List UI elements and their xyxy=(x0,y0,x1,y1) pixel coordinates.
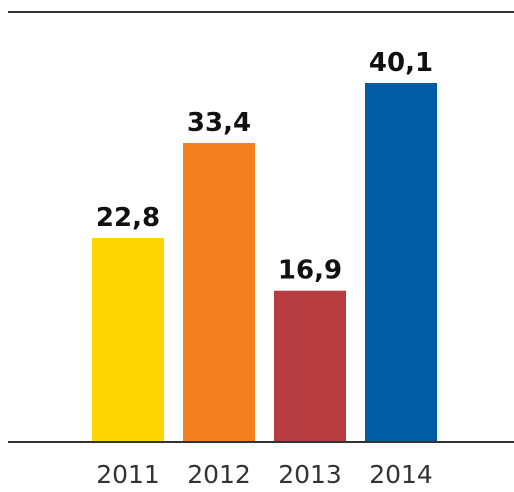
value-label-2011: 22,8 xyxy=(96,203,160,233)
bar-2013 xyxy=(274,290,346,442)
bars-group xyxy=(92,83,437,442)
value-label-2014: 40,1 xyxy=(369,48,433,78)
bar-2012 xyxy=(183,142,255,442)
value-labels-group: 22,8 33,4 16,9 40,1 xyxy=(96,48,433,286)
x-tick-label-2014: 2014 xyxy=(369,460,433,489)
x-tick-label-2012: 2012 xyxy=(187,460,251,489)
x-tick-labels-group: 2011 2012 2013 2014 xyxy=(96,460,433,489)
value-label-2013: 16,9 xyxy=(278,256,342,286)
x-tick-label-2013: 2013 xyxy=(278,460,342,489)
x-tick-label-2011: 2011 xyxy=(96,460,160,489)
bar-2011 xyxy=(92,237,164,442)
bar-2014 xyxy=(365,83,437,442)
value-label-2012: 33,4 xyxy=(187,108,251,138)
